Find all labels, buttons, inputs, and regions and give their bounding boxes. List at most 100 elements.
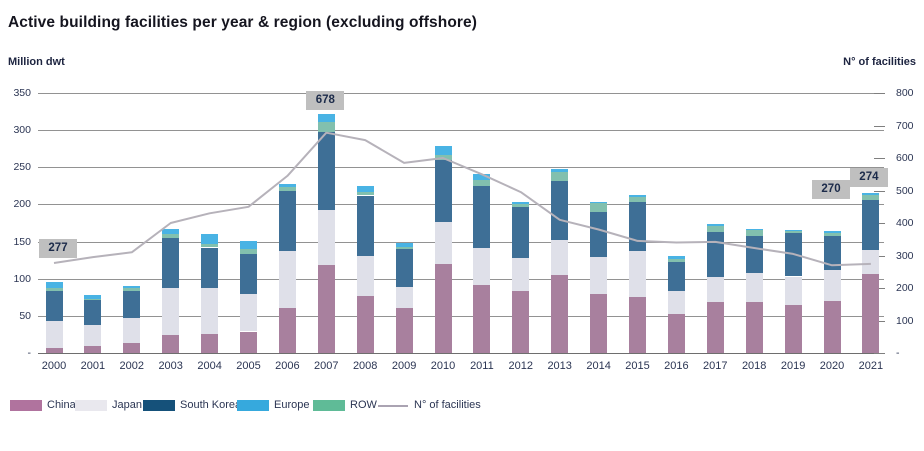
bar-segment-europe [201,234,219,244]
bar-segment-europe [434,145,452,155]
bar-segment-south-korea [240,254,257,295]
bar-segment-japan [162,288,180,336]
bar-segment-row [590,202,608,212]
bar-segment-europe [590,201,608,203]
legend-swatch-icon [313,400,345,411]
x-tick-label: 2009 [391,360,417,372]
left-axis-tick: 50 [19,309,31,322]
gridline [38,130,884,132]
bar-segment-south-korea [512,207,530,258]
bar-segment-europe [123,286,141,289]
bar-segment-row [551,171,569,181]
x-tick-label: 2014 [586,360,611,372]
bar-segment-japan [629,251,646,298]
bar-segment-south-korea [45,291,63,321]
x-tick-label: 2021 [858,360,884,372]
legend-label: China [47,399,76,411]
bar-segment-south-korea [356,195,374,256]
bar-segment-china [240,331,257,353]
bar-segment-japan [45,321,63,348]
bar-segment-south-korea [667,261,685,292]
right-axis-tick: - [896,347,900,359]
right-axis-tick-mark [874,320,885,322]
bar-segment-south-korea [162,237,180,289]
gridline [38,204,884,206]
gridline [38,353,884,354]
bar-segment-europe [667,256,685,260]
bar-segment-japan [512,257,530,291]
x-tick-label: 2001 [80,360,106,372]
bar-segment-europe [278,184,296,188]
x-tick-label: 2012 [508,360,534,372]
x-tick-label: 2000 [41,360,67,372]
line-value-callout: 270 [812,180,850,200]
bar-segment-japan [356,255,374,296]
bar-segment-south-korea [395,249,413,287]
right-axis-tick: 400 [896,217,914,229]
right-axis-tick-mark [874,223,885,224]
bar-segment-china [667,313,685,353]
right-axis-tick: 300 [896,249,914,262]
bar-segment-china [45,347,63,353]
x-tick-label: 2018 [741,360,767,372]
right-axis-tick: 200 [896,282,914,294]
legend-swatch-icon [237,400,269,411]
legend-swatch-icon [75,400,107,411]
x-tick-label: 2019 [780,360,806,372]
bar-segment-china [201,333,219,353]
bar-segment-china [862,274,880,353]
legend-label: South Korea [180,399,242,411]
bar-segment-europe [356,185,374,192]
bar-segment-china [356,295,374,353]
x-tick-label: 2017 [703,360,728,372]
gridline [38,167,884,169]
right-axis-tick-mark [874,288,885,289]
legend-line-swatch [378,405,408,407]
bar-segment-row [317,122,335,132]
bar-segment-europe [395,243,413,247]
line-value-callout: 277 [39,238,77,258]
x-tick-label: 2016 [664,360,689,372]
bar-segment-china [395,307,413,353]
bar-segment-row [45,288,63,292]
legend-swatch-icon [143,400,175,411]
bar-segment-china [706,301,724,353]
legend-swatch-icon [10,400,42,411]
bar-segment-europe [862,193,880,195]
bar-segment-row [823,233,841,237]
left-axis-tick: - [27,347,32,359]
bar-segment-japan [590,257,608,295]
bar-segment-row [667,259,685,262]
chart-title: Active building facilities per year & re… [8,14,478,31]
bar-segment-row [706,226,724,232]
bar-segment-south-korea [317,131,335,210]
bar-segment-row [862,194,880,200]
right-axis-title: N° of facilities [843,56,916,68]
bar-segment-europe [551,168,569,172]
right-axis-tick-mark [874,125,885,127]
left-axis-tick: 250 [13,161,31,174]
bar-segment-europe [317,113,335,122]
bar-segment-south-korea [551,180,569,241]
right-axis-tick: 700 [896,119,914,132]
bar-segment-south-korea [862,200,880,250]
bar-segment-europe [512,202,530,205]
right-axis-tick-mark [874,93,885,94]
legend-label: N° of facilities [414,399,481,411]
bar-segment-row [784,231,802,233]
bar-segment-japan [317,209,335,266]
bar-segment-south-korea [201,247,219,288]
x-tick-label: 2003 [158,360,183,372]
bar-segment-row [395,246,413,249]
x-tick-label: 2008 [352,360,378,372]
bar-segment-china [278,308,296,353]
x-tick-label: 2006 [275,360,300,372]
bar-segment-south-korea [745,235,763,273]
bar-segment-japan [745,272,763,302]
bar-segment-japan [784,276,802,305]
bar-segment-row [473,179,491,186]
bar-segment-europe [745,228,763,231]
gridline [38,278,884,280]
